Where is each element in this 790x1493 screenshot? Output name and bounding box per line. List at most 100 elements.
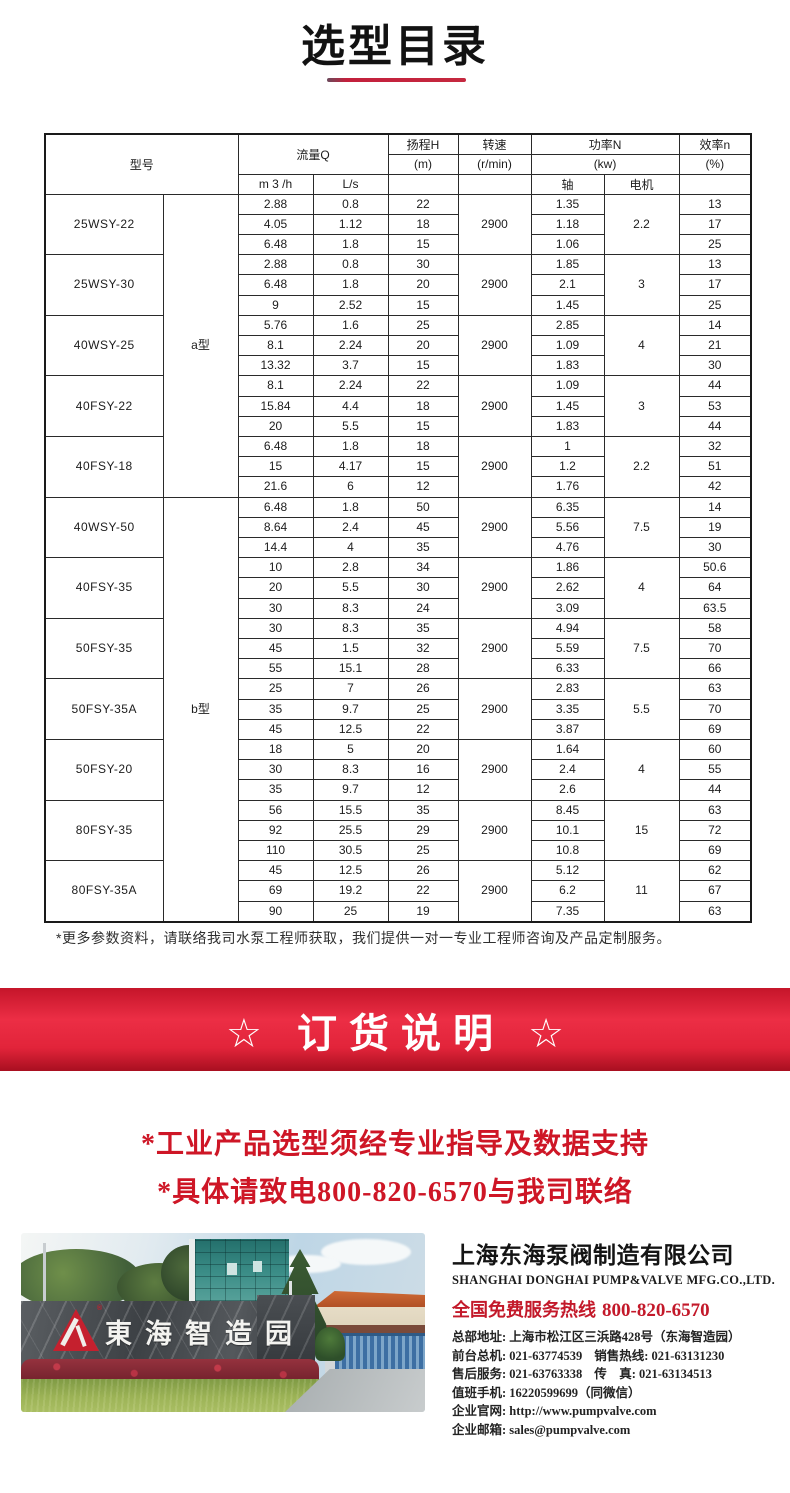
flow-m3h-cell: 2.88 bbox=[237, 254, 314, 276]
efficiency-cell: 30 bbox=[678, 355, 752, 377]
flow-ls-cell: 8.3 bbox=[312, 617, 389, 639]
efficiency-cell: 25 bbox=[678, 233, 752, 256]
flow-ls-cell: 6 bbox=[312, 476, 389, 498]
type-cell: a型 bbox=[162, 193, 239, 498]
efficiency-cell: 60 bbox=[678, 738, 752, 761]
head-cell: 30 bbox=[387, 254, 459, 276]
table-row: 15 4.17 15 1.2 51 bbox=[45, 456, 752, 478]
shaft-power-cell: 10.1 bbox=[530, 819, 605, 842]
flow-m3h-cell: 4.05 bbox=[237, 213, 314, 235]
flow-m3h-cell: 35 bbox=[237, 779, 314, 801]
shaft-power-cell: 5.56 bbox=[530, 516, 605, 538]
flow-ls-cell: 25 bbox=[312, 900, 389, 923]
flow-ls-cell: 5 bbox=[312, 738, 389, 761]
shaft-power-cell: 1.86 bbox=[530, 557, 605, 579]
motor-power-cell: 2.2 bbox=[603, 435, 680, 498]
flow-ls-cell: 15.5 bbox=[312, 799, 389, 821]
company-name-en: SHANGHAI DONGHAI PUMP&VALVE MFG.CO.,LTD. bbox=[452, 1273, 776, 1287]
shaft-power-cell: 3.09 bbox=[530, 597, 605, 619]
flow-m3h-cell: 10 bbox=[237, 557, 314, 579]
table-row: 50FSY-35A 25 7 26 2900 2.83 5.5 63 bbox=[44, 678, 752, 740]
flow-m3h-cell: 55 bbox=[237, 658, 314, 680]
type-cell: b型 bbox=[162, 496, 239, 923]
speed-cell: 2900 bbox=[457, 617, 532, 680]
efficiency-cell: 63.5 bbox=[678, 597, 752, 619]
header-empty-cell bbox=[387, 173, 459, 195]
flow-ls-cell: 4 bbox=[312, 536, 389, 559]
flow-ls-cell: 19.2 bbox=[312, 880, 389, 902]
building-window bbox=[253, 1261, 262, 1272]
flow-ls-cell: 1.8 bbox=[312, 496, 389, 518]
flow-m3h-cell: 13.32 bbox=[237, 355, 314, 377]
table-row: 6.48 1.8 15 1.06 25 bbox=[45, 233, 752, 256]
contact-value: http://www.pumpvalve.com bbox=[509, 1404, 657, 1418]
flow-m3h-cell: 35 bbox=[237, 698, 314, 720]
lamp-post bbox=[43, 1243, 46, 1303]
table-row: 14.4 4 35 4.76 30 bbox=[45, 536, 752, 559]
head-cell: 50 bbox=[387, 496, 459, 518]
flow-ls-cell: 1.12 bbox=[312, 213, 389, 235]
efficiency-cell: 14 bbox=[678, 496, 752, 518]
flow-m3h-cell: 45 bbox=[237, 637, 314, 660]
speed-cell: 2900 bbox=[457, 799, 532, 862]
title-underline bbox=[327, 78, 466, 82]
flow-ls-cell: 1.8 bbox=[312, 233, 389, 256]
flow-ls-cell: 0.8 bbox=[312, 193, 389, 215]
header-flow-ls: L/s bbox=[312, 173, 389, 195]
head-cell: 28 bbox=[387, 658, 459, 680]
table-row: 50FSY-20 18 5 20 2900 1.64 4 60 bbox=[44, 738, 752, 801]
contact-label: 前台总机: bbox=[452, 1348, 510, 1363]
flow-ls-cell: 12.5 bbox=[312, 860, 389, 882]
header-power-shaft: 轴 bbox=[530, 173, 605, 195]
shaft-power-cell: 2.1 bbox=[530, 274, 605, 296]
table-row: 69 19.2 22 6.2 67 bbox=[45, 880, 752, 902]
head-cell: 15 bbox=[387, 294, 459, 316]
head-cell: 32 bbox=[387, 637, 459, 660]
table-row: 40WSY-50 b型 6.48 1.8 50 2900 6.35 7.5 14 bbox=[44, 496, 752, 923]
table-row: 55 15.1 28 6.33 66 bbox=[45, 658, 752, 680]
contact-label: 销售热线: bbox=[594, 1348, 652, 1363]
motor-power-cell: 3 bbox=[603, 254, 680, 316]
efficiency-cell: 44 bbox=[678, 375, 752, 397]
header-power-motor: 电机 bbox=[603, 173, 680, 195]
header-flow: 流量Q bbox=[237, 133, 389, 175]
flow-m3h-cell: 20 bbox=[237, 415, 314, 437]
speed-cell: 2900 bbox=[457, 738, 532, 801]
header-power-unit: (kw) bbox=[530, 153, 680, 175]
flow-m3h-cell: 90 bbox=[237, 900, 314, 923]
shaft-power-cell: 1.09 bbox=[530, 334, 605, 357]
head-cell: 29 bbox=[387, 819, 459, 842]
flow-m3h-cell: 30 bbox=[237, 759, 314, 781]
flow-m3h-cell: 92 bbox=[237, 819, 314, 842]
shaft-power-cell: 6.33 bbox=[530, 658, 605, 680]
contact-pair: 企业官网: http://www.pumpvalve.com bbox=[452, 1404, 657, 1418]
head-cell: 15 bbox=[387, 355, 459, 377]
head-cell: 20 bbox=[387, 738, 459, 761]
flow-ls-cell: 2.52 bbox=[312, 294, 389, 316]
efficiency-cell: 69 bbox=[678, 839, 752, 862]
flow-ls-cell: 2.4 bbox=[312, 516, 389, 538]
header-power: 功率N bbox=[530, 133, 680, 155]
header-flow-m3h: m 3 /h bbox=[237, 173, 314, 195]
efficiency-cell: 62 bbox=[678, 860, 752, 882]
table-row: 40FSY-35 10 2.8 34 2900 1.86 4 50.6 bbox=[44, 557, 752, 619]
table-row: 40FSY-18 6.48 1.8 18 2900 1 2.2 32 bbox=[44, 435, 752, 498]
model-cell: 40WSY-25 bbox=[44, 314, 164, 377]
table-row: 8.1 2.24 20 1.09 21 bbox=[45, 334, 752, 357]
contact-value: 021-63774539 bbox=[509, 1348, 583, 1363]
flow-ls-cell: 9.7 bbox=[312, 698, 389, 720]
flow-m3h-cell: 21.6 bbox=[237, 476, 314, 498]
model-cell: 80FSY-35A bbox=[44, 860, 164, 923]
motor-power-cell: 4 bbox=[603, 314, 680, 377]
notice-line-2: *具体请致电800-820-6570与我司联络 bbox=[157, 1177, 633, 1208]
flow-ls-cell: 12.5 bbox=[312, 718, 389, 740]
flow-ls-cell: 9.7 bbox=[312, 779, 389, 801]
efficiency-cell: 13 bbox=[678, 193, 752, 215]
flow-m3h-cell: 9 bbox=[237, 294, 314, 316]
flow-m3h-cell: 8.1 bbox=[237, 375, 314, 397]
flow-ls-cell: 2.8 bbox=[312, 557, 389, 579]
header-eff: 效率n bbox=[678, 133, 752, 155]
shaft-power-cell: 2.62 bbox=[530, 577, 605, 599]
table-row: 45 1.5 32 5.59 70 bbox=[45, 637, 752, 660]
table-row: 13.32 3.7 15 1.83 30 bbox=[45, 355, 752, 377]
